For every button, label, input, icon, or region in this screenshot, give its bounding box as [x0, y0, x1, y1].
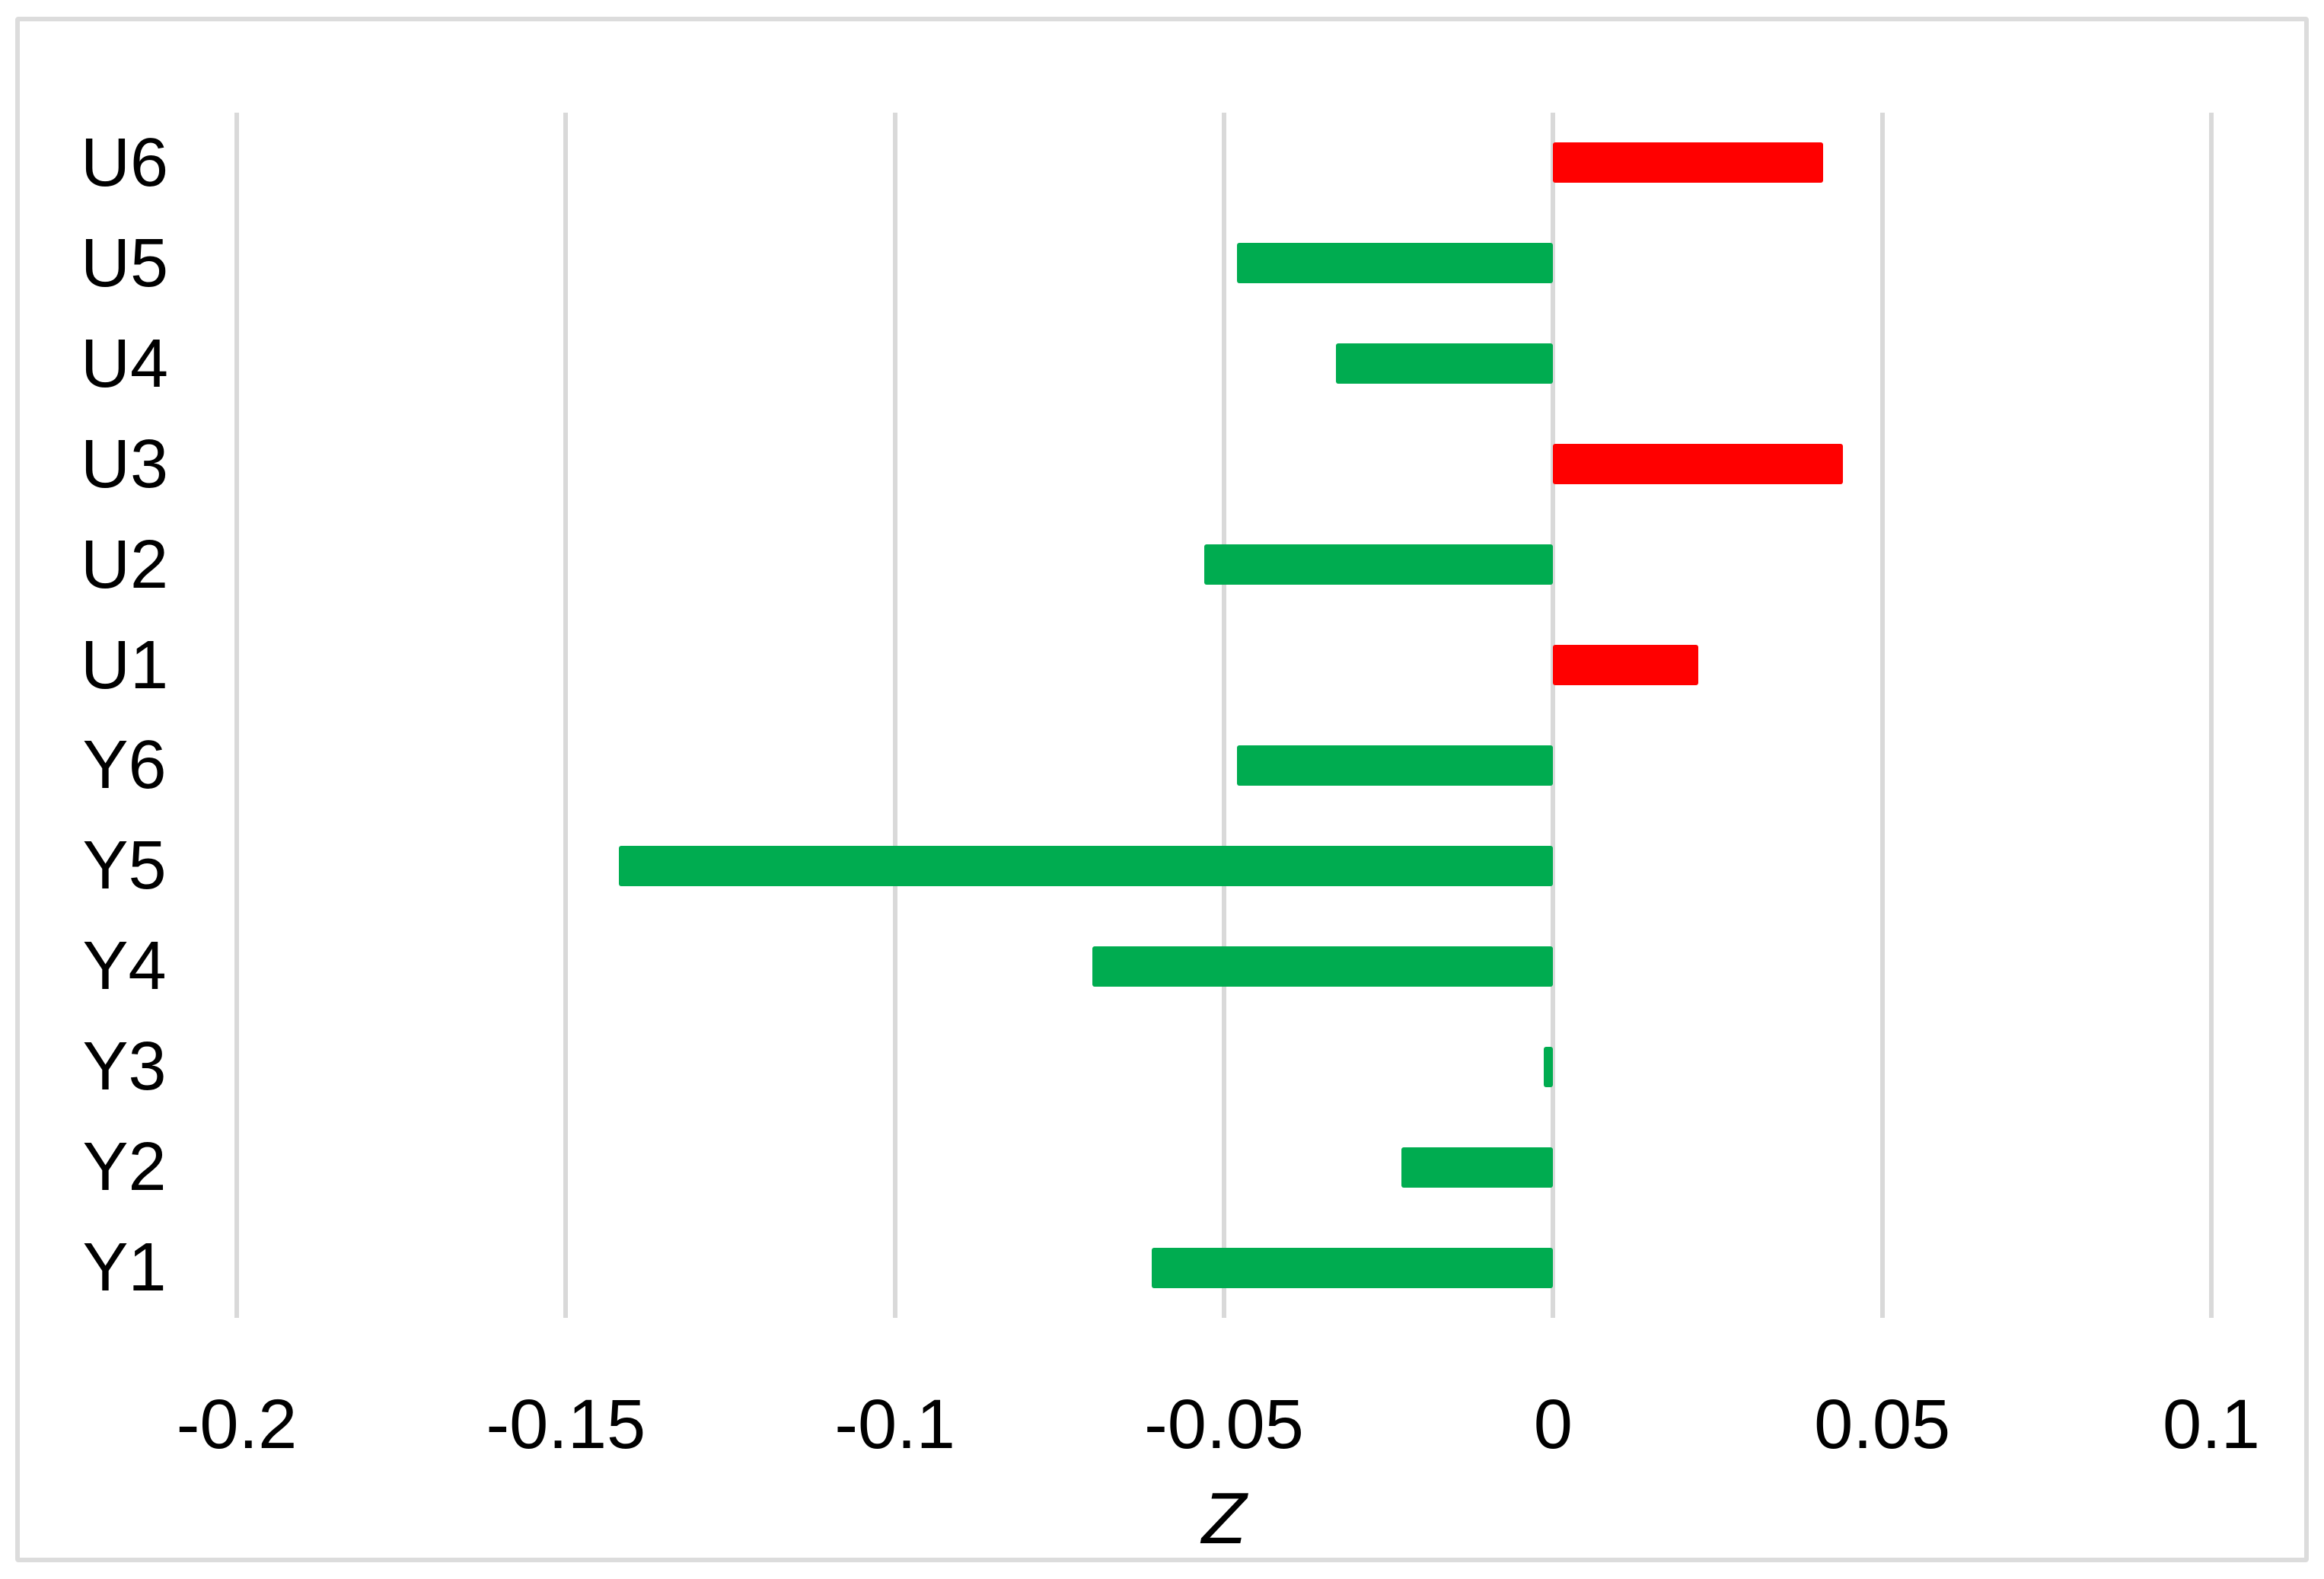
vertical-gridline	[892, 113, 897, 1318]
x-axis-tick-labels: -0.2 -0.15 -0.1 -0.05 0 0.05 0.1	[20, 1383, 2324, 1474]
x-tick-label: -0.05	[1144, 1386, 1304, 1463]
x-tick-label: 0.05	[1814, 1386, 1951, 1463]
category-label-U4: U4	[80, 325, 169, 402]
bar-U6	[1553, 142, 1823, 183]
x-axis-title: Z	[1201, 1478, 1247, 1559]
x-tick-label: -0.2	[176, 1386, 298, 1463]
category-label-U1: U1	[80, 627, 169, 703]
bar-U2	[1204, 544, 1554, 585]
bar-Y2	[1401, 1147, 1554, 1188]
vertical-gridline	[563, 113, 569, 1318]
chart-frame-border: U6 U5 U4 U3 U2 U1 Y6 Y5 Y4 Y3 Y2 Y1 -0.2 -0.15 -0.1 -0…	[15, 17, 2309, 1562]
bar-Y3	[1544, 1046, 1554, 1087]
category-label-Y6: Y6	[82, 727, 167, 804]
bar-Y4	[1092, 946, 1554, 987]
vertical-gridline	[1551, 113, 1556, 1318]
category-label-U5: U5	[80, 225, 169, 301]
y-axis-category-labels: U6 U5 U4 U3 U2 U1 Y6 Y5 Y4 Y3 Y2 Y1	[50, 113, 199, 1318]
vertical-gridline	[2209, 113, 2214, 1318]
bar-U1	[1553, 645, 1698, 686]
x-tick-label: 0.1	[2163, 1386, 2260, 1463]
bar-U4	[1335, 343, 1554, 384]
category-label-U6: U6	[80, 124, 169, 201]
category-label-Y1: Y1	[82, 1230, 167, 1306]
bar-U5	[1237, 243, 1554, 284]
bar-Y5	[618, 845, 1554, 886]
vertical-gridline	[1222, 113, 1226, 1318]
vertical-gridline	[1879, 113, 1885, 1318]
x-tick-label: -0.15	[486, 1386, 646, 1463]
x-tick-label: 0	[1533, 1386, 1573, 1463]
category-label-Y4: Y4	[82, 928, 167, 1005]
bar-U3	[1553, 444, 1843, 485]
category-label-Y2: Y2	[82, 1129, 167, 1206]
category-label-U2: U2	[80, 526, 169, 603]
bar-Y1	[1151, 1247, 1554, 1288]
x-tick-label: -0.1	[834, 1386, 955, 1463]
plot-area	[234, 113, 2214, 1318]
category-label-U3: U3	[80, 426, 169, 502]
category-label-Y3: Y3	[82, 1029, 167, 1105]
category-label-Y5: Y5	[82, 828, 167, 904]
vertical-gridline	[234, 113, 239, 1318]
bar-Y6	[1237, 745, 1554, 786]
